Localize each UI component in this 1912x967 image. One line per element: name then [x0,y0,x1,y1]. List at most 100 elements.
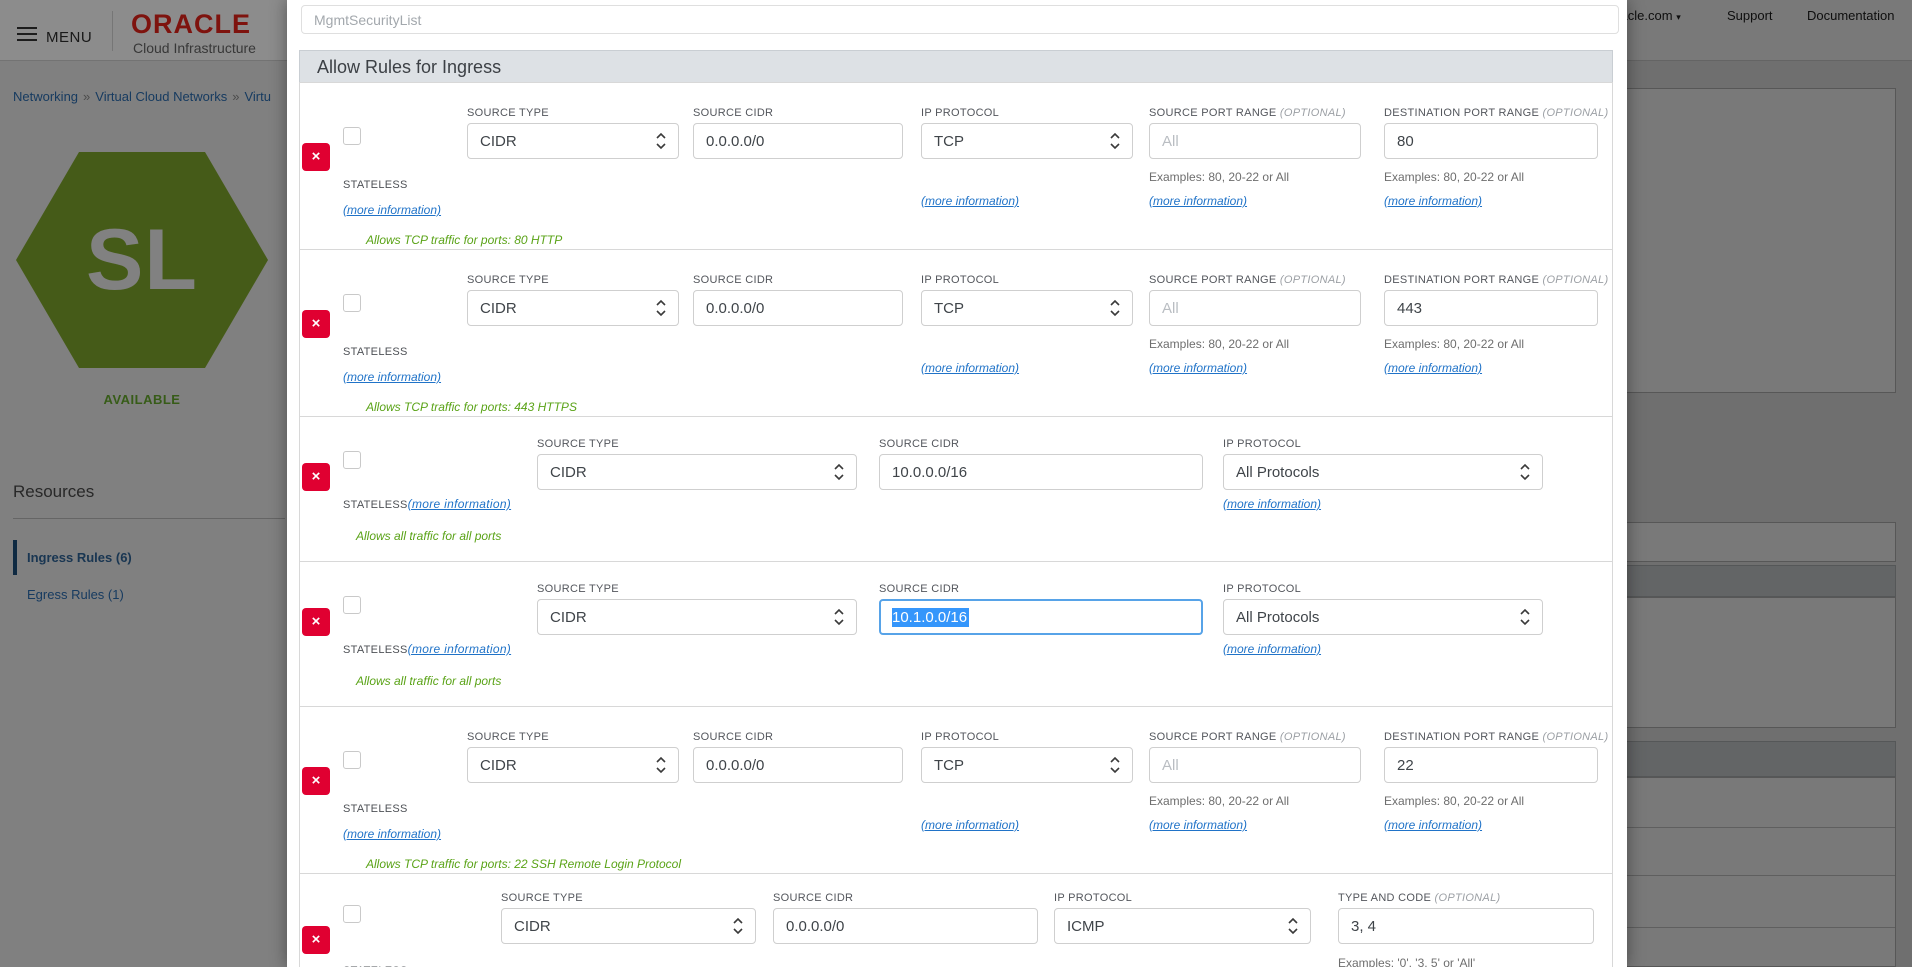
breadcrumb-networking[interactable]: Networking [13,89,79,104]
delete-rule-button[interactable]: × [302,310,330,338]
breadcrumb: Networking » Virtual Cloud Networks » Virtu [13,89,271,104]
source-type-select[interactable]: CIDR [501,908,756,944]
sidebar-item-egress-rules[interactable]: Egress Rules (1) [27,587,124,602]
field-label: SOURCE CIDR [693,731,774,743]
ip-protocol-value: All Protocols [1236,608,1320,626]
select-chevron-icon [656,756,666,774]
field-label: SOURCE CIDR [693,107,774,119]
more-information-link[interactable]: (more information) [407,497,512,511]
delete-rule-button[interactable]: × [302,926,330,954]
destination-port-input[interactable] [1384,290,1598,326]
stateless-checkbox[interactable] [343,127,361,145]
field-label: DESTINATION PORT RANGE (OPTIONAL) [1384,274,1609,286]
background-table-fragment [1600,777,1896,967]
background-table-fragment [1600,597,1896,728]
stateless-checkbox[interactable] [343,751,361,769]
field-label: DESTINATION PORT RANGE (OPTIONAL) [1384,731,1609,743]
select-chevron-icon [1520,463,1530,481]
more-information-link[interactable]: (more information) [921,194,1020,208]
source-type-select[interactable]: CIDR [537,454,857,490]
support-link[interactable]: Support [1727,8,1773,23]
source-type-select[interactable]: CIDR [467,290,679,326]
stateless-label: STATELESS(more information) [343,497,511,511]
documentation-link[interactable]: Documentation [1807,8,1895,23]
more-information-link[interactable]: (more information) [1223,642,1322,656]
field-label: DESTINATION PORT RANGE (OPTIONAL) [1384,107,1609,119]
background-table-row-divider [1601,827,1895,828]
ip-protocol-select[interactable]: TCP [921,747,1133,783]
select-chevron-icon [1110,132,1120,150]
source-cidr-input[interactable] [693,747,903,783]
ip-protocol-select[interactable]: All Protocols [1223,454,1543,490]
type-code-input[interactable] [1338,908,1594,944]
more-information-link[interactable]: (more information) [1384,818,1483,832]
more-information-link[interactable]: (more information) [1149,194,1248,208]
stateless-label: STATELESS(more information) [343,642,511,656]
ingress-rule-card: × STATELESS (more information) SOURCE TYPE C… [299,249,1613,417]
stateless-checkbox[interactable] [343,294,361,312]
menu-button[interactable]: MENU [46,29,93,46]
ip-protocol-select[interactable]: All Protocols [1223,599,1543,635]
field-label: SOURCE TYPE [501,892,583,904]
sidebar-item-ingress-rules[interactable]: Ingress Rules (6) [13,540,132,575]
examples-hint: Examples: '0', '3, 5' or 'All' [1338,956,1476,967]
delete-rule-button[interactable]: × [302,463,330,491]
ingress-rules-list: × STATELESS (more information) SOURCE TYPE C… [299,82,1613,967]
optional-label: (OPTIONAL) [1276,274,1346,286]
more-information-link[interactable]: (more information) [1149,818,1248,832]
delete-rule-button[interactable]: × [302,143,330,171]
field-label: IP PROTOCOL [921,107,1000,119]
source-cidr-input[interactable] [693,123,903,159]
source-cidr-input[interactable] [879,454,1203,490]
resources-title: Resources [13,482,95,501]
source-type-value: CIDR [480,756,517,774]
more-information-link[interactable]: (more information) [343,203,442,217]
ip-protocol-select[interactable]: TCP [921,290,1133,326]
ip-protocol-select[interactable]: TCP [921,123,1133,159]
source-port-input[interactable] [1149,747,1361,783]
modal-overlay-right [1627,0,1912,967]
more-information-link[interactable]: (more information) [1384,361,1483,375]
more-information-link[interactable]: (more information) [1149,361,1248,375]
delete-rule-button[interactable]: × [302,767,330,795]
source-type-select[interactable]: CIDR [467,123,679,159]
security-list-hexagon-icon: SL [16,152,268,368]
security-list-name-input[interactable] [301,5,1619,34]
breadcrumb-vcn[interactable]: Virtual Cloud Networks [95,89,228,104]
source-cidr-input[interactable] [773,908,1038,944]
source-type-select[interactable]: CIDR [467,747,679,783]
background-table-header-fragment [1600,565,1896,597]
more-information-link[interactable]: (more information) [1384,194,1483,208]
stateless-checkbox[interactable] [343,451,361,469]
field-label: SOURCE TYPE [537,583,619,595]
source-type-value: CIDR [550,463,587,481]
hamburger-menu-icon[interactable] [17,27,37,41]
more-information-link[interactable]: (more information) [407,642,512,656]
oracle-logo-subtitle: Cloud Infrastructure [133,40,256,56]
source-type-select[interactable]: CIDR [537,599,857,635]
field-label: SOURCE CIDR [879,583,960,595]
more-information-link[interactable]: (more information) [921,361,1020,375]
source-cidr-input[interactable] [693,290,903,326]
source-port-input[interactable] [1149,290,1361,326]
more-information-link[interactable]: (more information) [1223,497,1322,511]
optional-label: (OPTIONAL) [1276,731,1346,743]
ip-protocol-select[interactable]: ICMP [1054,908,1311,944]
source-port-input[interactable] [1149,123,1361,159]
more-information-link[interactable]: (more information) [343,370,442,384]
select-chevron-icon [656,299,666,317]
delete-rule-button[interactable]: × [302,608,330,636]
field-label: SOURCE PORT RANGE (OPTIONAL) [1149,731,1346,743]
breadcrumb-current[interactable]: Virtu [244,89,271,104]
stateless-checkbox[interactable] [343,905,361,923]
select-chevron-icon [656,132,666,150]
source-cidr-input[interactable]: 10.1.0.0/16 [879,599,1203,635]
more-information-link[interactable]: (more information) [921,818,1020,832]
more-information-link[interactable]: (more information) [343,827,442,841]
examples-hint: Examples: 80, 20-22 or All [1384,337,1525,351]
ip-protocol-value: TCP [934,299,964,317]
destination-port-input[interactable] [1384,123,1598,159]
stateless-checkbox[interactable] [343,596,361,614]
stateless-label: STATELESS [343,965,408,967]
destination-port-input[interactable] [1384,747,1598,783]
